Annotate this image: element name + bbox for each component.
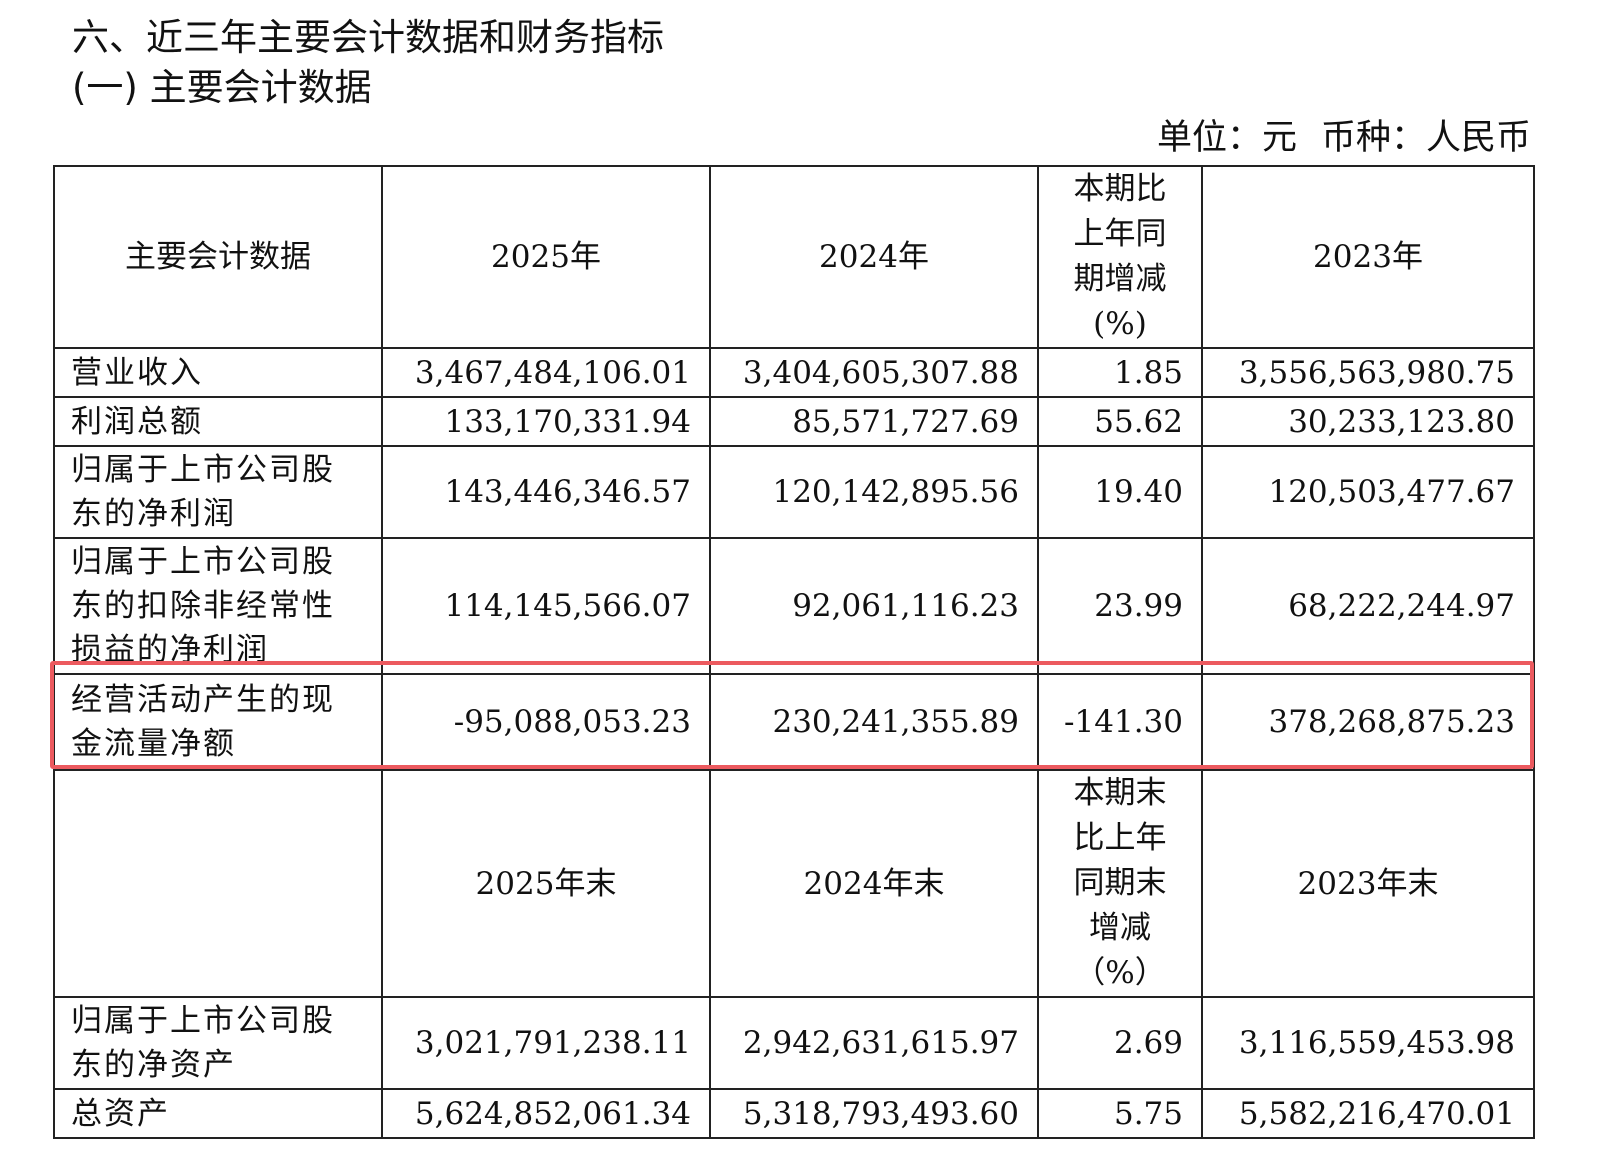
value-change: 19.40 [1037,445,1203,539]
sub-title: (一) 主要会计数据 [72,66,372,109]
value-change: 55.62 [1037,396,1203,447]
header-2023: 2023年 [1201,165,1535,349]
value-2023: 30,233,123.80 [1201,396,1535,447]
value-2024: 85,571,727.69 [709,396,1039,447]
header-change-line: (%) [1093,306,1147,342]
header-change-line: 本期末 [1073,775,1167,811]
value-2023: 3,556,563,980.75 [1201,347,1535,398]
value-2024: 5,318,793,493.60 [709,1088,1039,1139]
value-2025: -95,088,053.23 [381,673,711,771]
value-2024: 230,241,355.89 [709,673,1039,771]
value-2023: 68,222,244.97 [1201,537,1535,675]
value-change: -141.30 [1037,673,1203,771]
row-label: 经营活动产生的现金流量净额 [53,673,383,771]
header-2024: 2024年 [709,165,1039,349]
header-change-line: 上年同 [1073,216,1167,252]
header-change: 本期比 上年同 期增减 (%) [1037,165,1203,349]
value-2024: 120,142,895.56 [709,445,1039,539]
value-2023: 120,503,477.67 [1201,445,1535,539]
table-header-row: 主要会计数据 2025年 2024年 本期比 上年同 期增减 (%) 2023年 [53,165,1535,349]
value-change: 23.99 [1037,537,1203,675]
header-change-line: 增减 [1089,910,1151,946]
header-2023-end: 2023年末 [1201,769,1535,998]
value-2025: 3,021,791,238.11 [381,996,711,1090]
header-change-line: 同期末 [1073,865,1167,901]
table-row: 总资产 5,624,852,061.34 5,318,793,493.60 5.… [53,1088,1535,1139]
row-label: 归属于上市公司股东的净资产 [53,996,383,1090]
value-2024: 92,061,116.23 [709,537,1039,675]
header-change-end: 本期末 比上年 同期末 增减 （%） [1037,769,1203,998]
value-2023: 378,268,875.23 [1201,673,1535,771]
value-2023: 3,116,559,453.98 [1201,996,1535,1090]
accounting-data-table: 主要会计数据 2025年 2024年 本期比 上年同 期增减 (%) 2023年… [53,165,1535,1139]
table-header-row: 2025年末 2024年末 本期末 比上年 同期末 增减 （%） 2023年末 [53,769,1535,998]
section-title: 六、近三年主要会计数据和财务指标 [72,16,664,59]
table-row: 归属于上市公司股东的净资产 3,021,791,238.11 2,942,631… [53,996,1535,1090]
unit-label: 单位：元 [1156,118,1297,158]
header-change-line: 比上年 [1073,820,1167,856]
row-label: 营业收入 [53,347,383,398]
row-label: 总资产 [53,1088,383,1139]
value-2025: 114,145,566.07 [381,537,711,675]
header-2025: 2025年 [381,165,711,349]
header-change-line: 期增减 [1073,261,1167,297]
value-2025: 143,446,346.57 [381,445,711,539]
currency-label: 币种：人民币 [1320,118,1531,158]
table-row: 归属于上市公司股东的净利润 143,446,346.57 120,142,895… [53,445,1535,539]
header-label [53,769,383,998]
value-2024: 3,404,605,307.88 [709,347,1039,398]
header-2025-end: 2025年末 [381,769,711,998]
header-change-line: （%） [1074,955,1166,991]
value-change: 5.75 [1037,1088,1203,1139]
value-change: 2.69 [1037,996,1203,1090]
row-label: 归属于上市公司股东的净利润 [53,445,383,539]
value-2024: 2,942,631,615.97 [709,996,1039,1090]
table-row: 利润总额 133,170,331.94 85,571,727.69 55.62 … [53,396,1535,447]
value-2025: 133,170,331.94 [381,396,711,447]
row-label: 归属于上市公司股东的扣除非经常性损益的净利润 [53,537,383,675]
value-2025: 5,624,852,061.34 [381,1088,711,1139]
table-row: 营业收入 3,467,484,106.01 3,404,605,307.88 1… [53,347,1535,398]
header-label: 主要会计数据 [53,165,383,349]
table-row-highlighted: 经营活动产生的现金流量净额 -95,088,053.23 230,241,355… [53,673,1535,771]
header-2024-end: 2024年末 [709,769,1039,998]
header-change-line: 本期比 [1073,171,1167,207]
value-2025: 3,467,484,106.01 [381,347,711,398]
row-label: 利润总额 [53,396,383,447]
value-change: 1.85 [1037,347,1203,398]
table-row: 归属于上市公司股东的扣除非经常性损益的净利润 114,145,566.07 92… [53,537,1535,675]
value-2023: 5,582,216,470.01 [1201,1088,1535,1139]
unit-currency-line: 单位：元 币种：人民币 [1157,116,1531,160]
